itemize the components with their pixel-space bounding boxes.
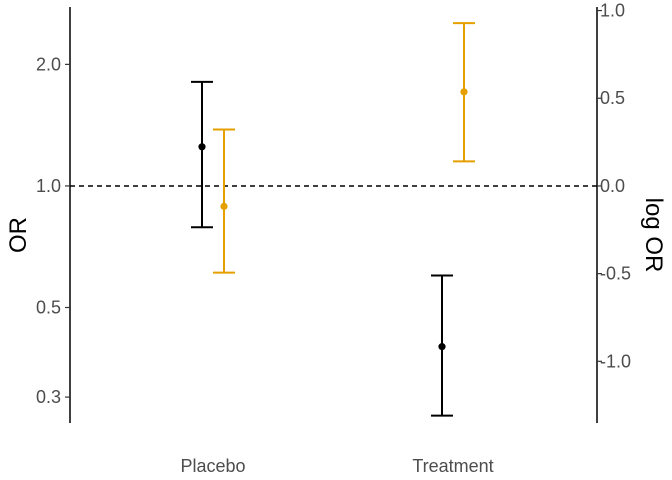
- left-y-tick-label: 1.0: [36, 176, 61, 196]
- right-y-tick-label: 0.0: [600, 176, 625, 196]
- left-y-tick-label: 0.5: [36, 298, 61, 318]
- data-point: [220, 202, 228, 210]
- x-tick-label: Placebo: [180, 456, 245, 476]
- right-y-tick-label: -1.0: [600, 351, 631, 371]
- right-y-tick-label: -0.5: [600, 264, 631, 284]
- x-tick-label: Treatment: [412, 456, 493, 476]
- left-y-tick-label: 0.3: [36, 387, 61, 407]
- left-y-tick-label: 2.0: [36, 54, 61, 74]
- right-axis-title: log OR: [640, 198, 667, 273]
- data-point: [198, 143, 206, 151]
- right-y-tick-label: 1.0: [600, 1, 625, 21]
- data-marks-layer: [191, 22, 475, 417]
- axis-ticks-layer: 0.3 0.5 1.0 2.0 -1.0 -0.5 0.0 0.5 1.0 Placebo Trea…: [36, 1, 631, 476]
- right-y-tick-label: 0.5: [600, 88, 625, 108]
- data-point: [438, 343, 446, 351]
- data-point: [460, 88, 468, 96]
- left-axis-title: OR: [5, 217, 32, 253]
